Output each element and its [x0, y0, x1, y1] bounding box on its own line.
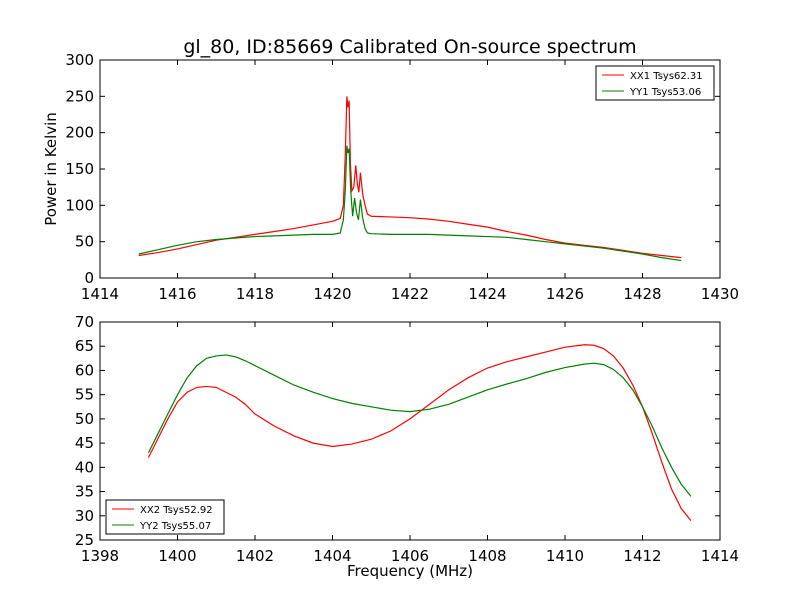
y-tick-label: 150: [65, 160, 94, 178]
x-tick-label: 1416: [158, 285, 196, 303]
x-tick-label: 1406: [391, 547, 429, 565]
bottom-y-axis: 25 30 35 40 45 50 55 60 65 70: [75, 313, 720, 549]
bottom-x-axis: 1398 1400 1402 1404 1406 1408 1410 1412 1414: [81, 322, 739, 565]
x-tick-label: 1400: [158, 547, 196, 565]
legend-label-yy1: YY1 Tsys53.06: [629, 87, 701, 98]
bottom-series-line-2: [147, 354, 692, 497]
top-series-line-1: [138, 96, 682, 259]
x-tick-label: 1410: [546, 547, 584, 565]
y-tick-label: 50: [75, 233, 94, 251]
top-plot-area: [138, 96, 682, 262]
x-tick-label: 1426: [546, 285, 584, 303]
top-spectrum-chart: gl_80, ID:85669 Calibrated On-source spe…: [42, 36, 739, 303]
y-tick-label: 100: [65, 196, 94, 214]
y-tick-label: 50: [75, 410, 94, 428]
x-tick-label: 1412: [623, 547, 661, 565]
legend-label-xx2: XX2 Tsys52.92: [140, 505, 213, 516]
x-tick-label: 1420: [313, 285, 351, 303]
y-tick-label: 70: [75, 313, 94, 331]
legend-label-xx1: XX1 Tsys62.31: [630, 71, 703, 82]
bottom-series-line-1: [147, 344, 692, 521]
y-tick-label: 40: [75, 458, 94, 476]
bottom-x-axis-label: Frequency (MHz): [347, 562, 473, 580]
x-tick-label: 1430: [701, 285, 739, 303]
y-tick-label: 300: [65, 51, 94, 69]
x-tick-label: 1414: [701, 547, 739, 565]
y-tick-label: 200: [65, 124, 94, 142]
x-tick-label: 1404: [313, 547, 351, 565]
top-y-axis: 0 50 100 150 200 250 300: [65, 51, 720, 287]
top-x-axis: 1414 1416 1418 1420 1422 1424 1426 1428 1430: [81, 60, 739, 303]
x-tick-label: 1418: [236, 285, 274, 303]
y-tick-label: 25: [75, 531, 94, 549]
bottom-spectrum-chart: 1398 1400 1402 1404 1406 1408 1410 1412 1414 25 3…: [75, 313, 739, 580]
x-tick-label: 1422: [391, 285, 429, 303]
x-tick-label: 1424: [468, 285, 506, 303]
y-tick-label: 30: [75, 507, 94, 525]
chart-title: gl_80, ID:85669 Calibrated On-source spe…: [183, 36, 636, 58]
bottom-legend: XX2 Tsys52.92 YY2 Tsys55.07: [105, 499, 225, 535]
y-tick-label: 55: [75, 386, 94, 404]
y-tick-label: 250: [65, 87, 94, 105]
y-tick-label: 45: [75, 434, 94, 452]
legend-box: [595, 65, 715, 101]
y-tick-label: 60: [75, 361, 94, 379]
y-tick-label: 0: [84, 269, 94, 287]
bottom-plot-area: [147, 344, 692, 521]
x-tick-label: 1408: [468, 547, 506, 565]
top-y-axis-label: Power in Kelvin: [42, 112, 60, 226]
legend-label-yy2: YY2 Tsys55.07: [139, 521, 211, 532]
y-tick-label: 65: [75, 337, 94, 355]
x-tick-label: 1414: [81, 285, 119, 303]
top-series-line-2: [138, 145, 682, 262]
x-tick-label: 1402: [236, 547, 274, 565]
x-tick-label: 1428: [623, 285, 661, 303]
legend-box: [105, 499, 225, 535]
top-legend: XX1 Tsys62.31 YY1 Tsys53.06: [595, 65, 715, 101]
y-tick-label: 35: [75, 483, 94, 501]
x-tick-label: 1398: [81, 547, 119, 565]
